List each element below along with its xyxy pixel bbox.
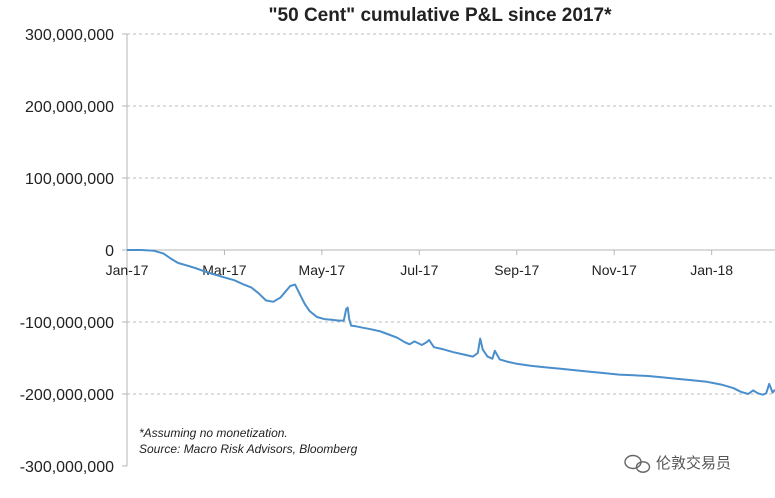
y-tick-label: 300,000,000 bbox=[25, 27, 114, 44]
gridlines bbox=[127, 33, 775, 395]
x-tick-label: Jul-17 bbox=[400, 262, 438, 278]
y-tick-label: 100,000,000 bbox=[25, 171, 114, 188]
wechat-icon bbox=[624, 454, 651, 473]
x-tick-label: Nov-17 bbox=[592, 262, 637, 278]
watermark-text: 伦敦交易员 bbox=[656, 454, 731, 472]
y-axis-ticks: 300,000,000 200,000,000 100,000,000 0 -100,0… bbox=[20, 27, 127, 476]
pnl-series-line bbox=[127, 249, 775, 396]
x-tick-label: Sep-17 bbox=[494, 262, 539, 278]
y-tick-label: -300,000,000 bbox=[20, 459, 114, 476]
x-axis-ticks: Jan-17 Mar-17 May-17 Jul-17 Sep-17 Nov-17 Jan-… bbox=[106, 250, 733, 278]
x-tick-label: Jan-17 bbox=[106, 262, 149, 278]
x-tick-label: Mar-17 bbox=[202, 262, 247, 278]
y-tick-label: 200,000,000 bbox=[25, 99, 114, 116]
footnote-source: Source: Macro Risk Advisors, Bloomberg bbox=[139, 442, 358, 456]
y-tick-label: -100,000,000 bbox=[20, 315, 114, 332]
chart-title: "50 Cent" cumulative P&L since 2017* bbox=[269, 5, 613, 26]
x-tick-label: May-17 bbox=[299, 262, 346, 278]
watermark: 伦敦交易员 bbox=[624, 454, 731, 473]
y-tick-label: -200,000,000 bbox=[20, 387, 114, 404]
y-tick-label: 0 bbox=[105, 243, 114, 260]
footnote-assumption: *Assuming no monetization. bbox=[139, 426, 288, 440]
x-tick-label: Jan-18 bbox=[690, 262, 733, 278]
